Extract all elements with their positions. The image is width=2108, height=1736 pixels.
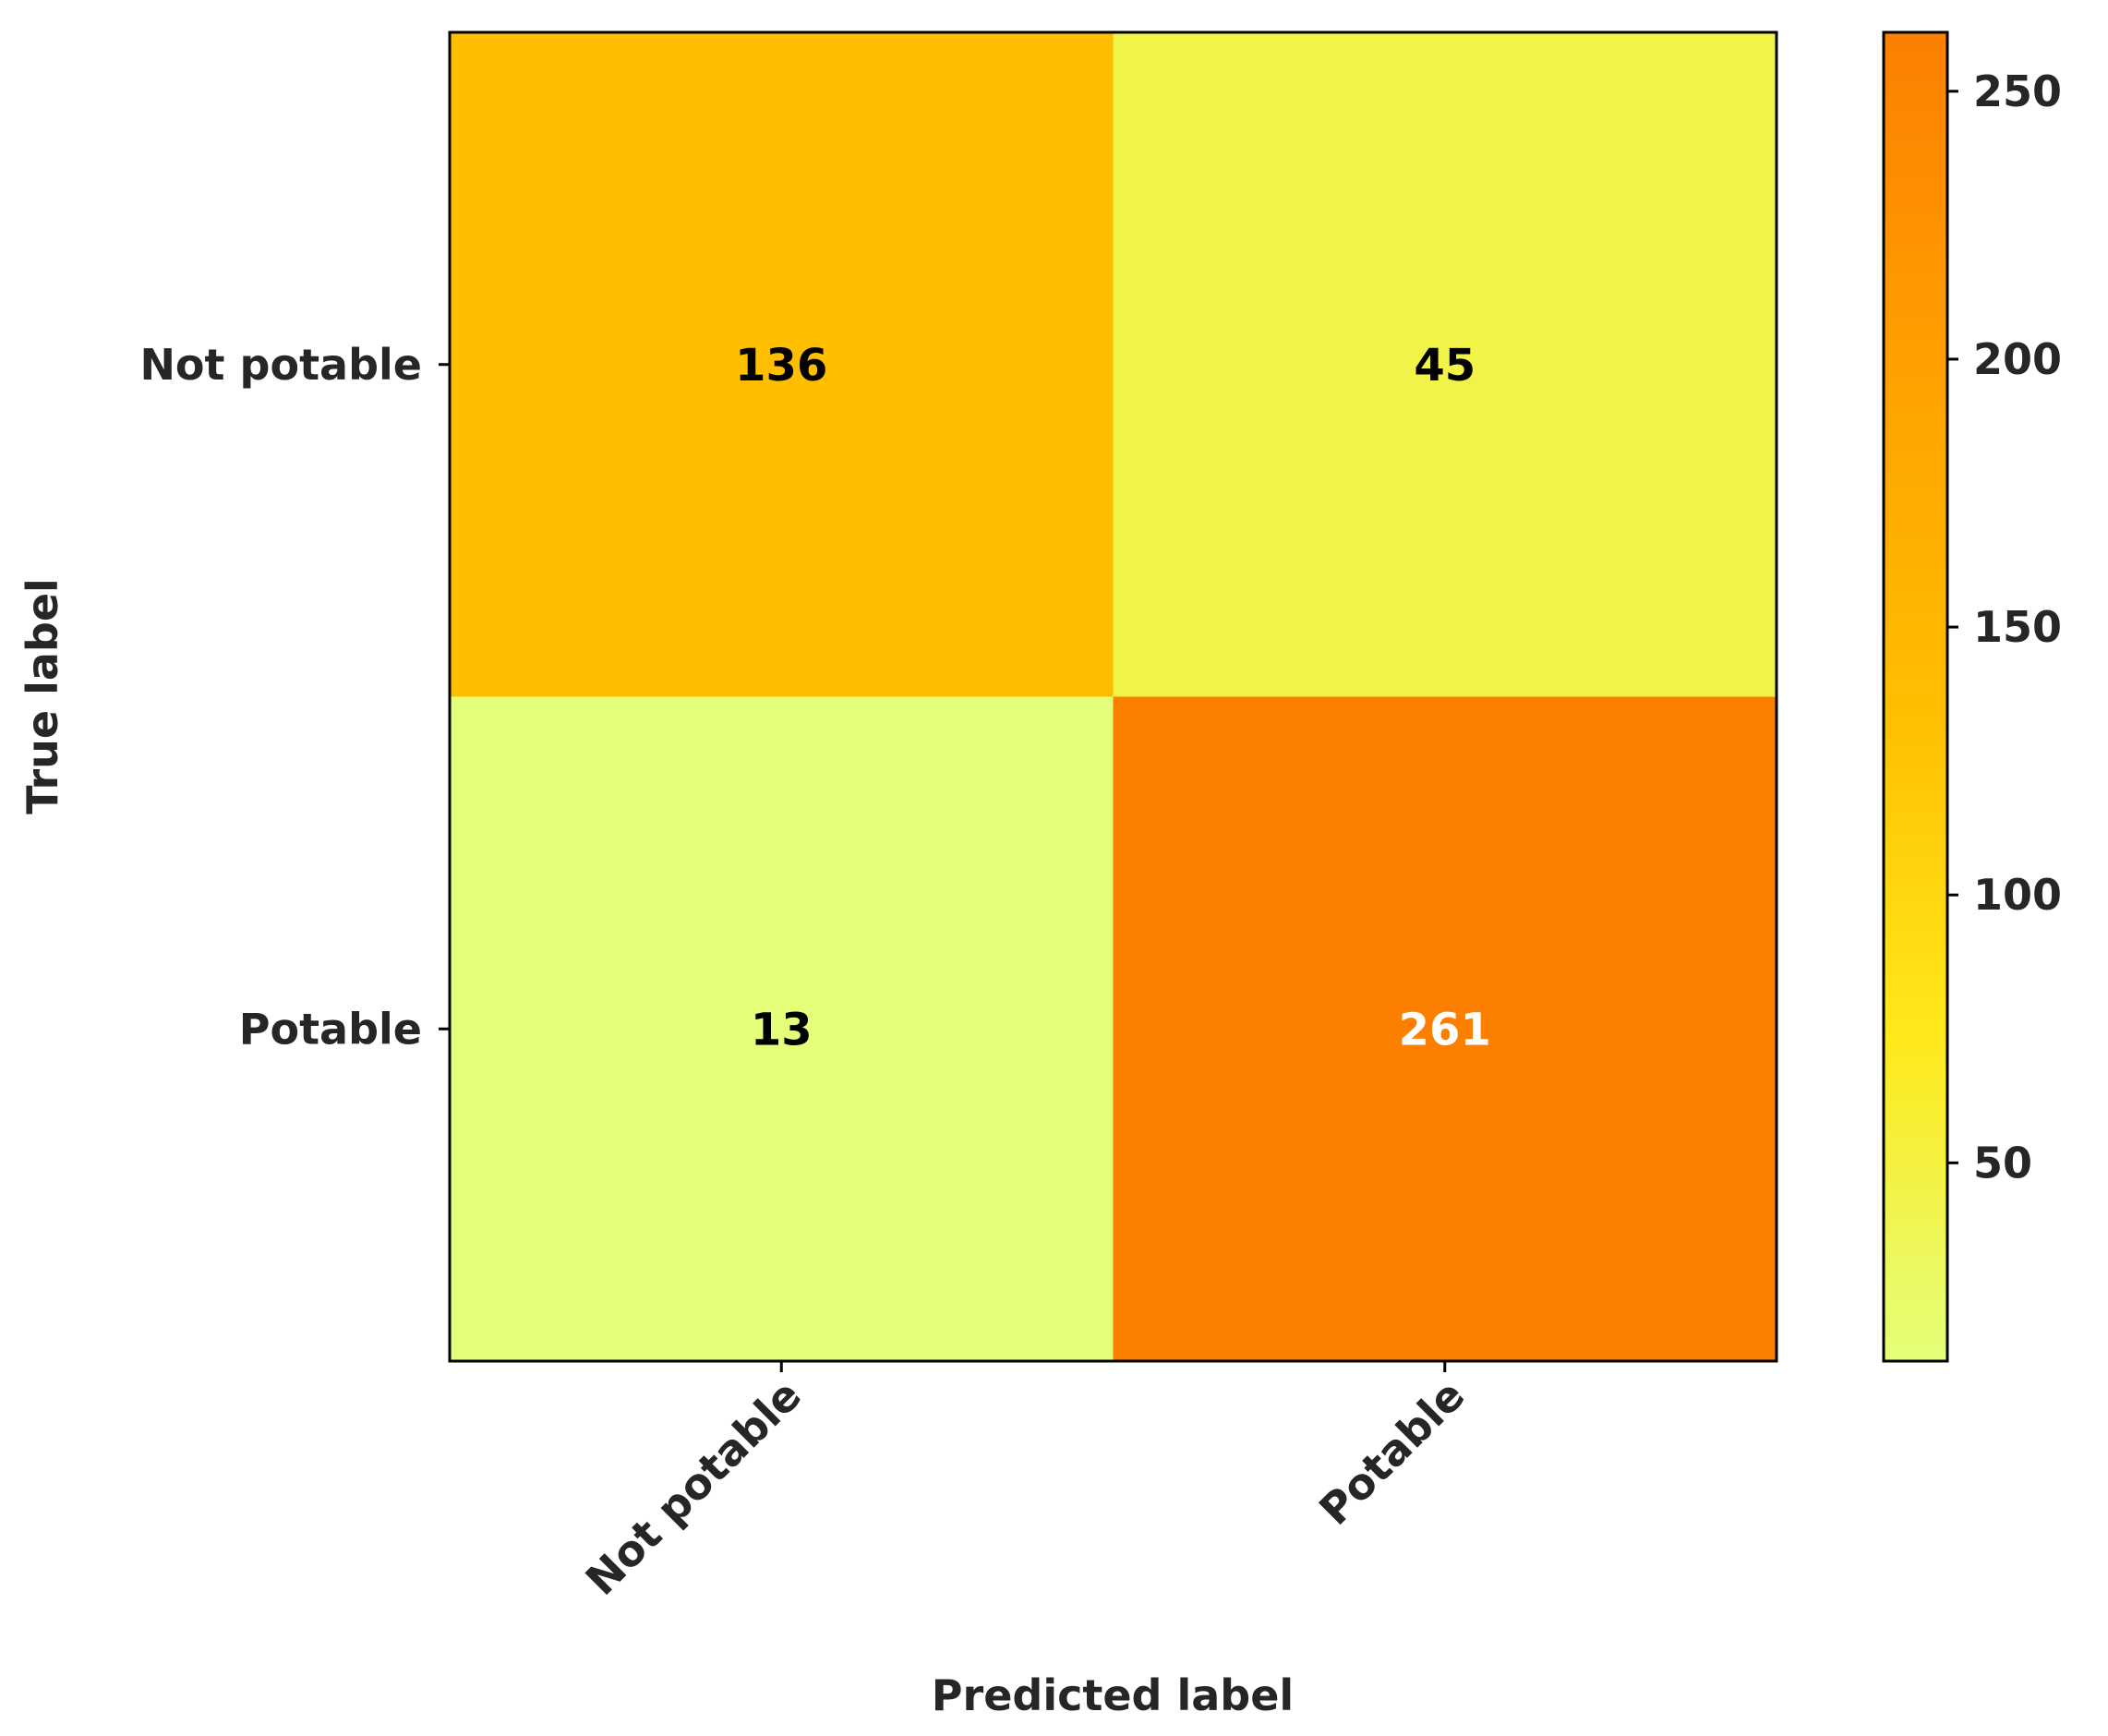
x-axis-label: Predicted label bbox=[932, 1670, 1294, 1720]
heatmap-cell-r0-c0 bbox=[450, 32, 1114, 697]
heatmap-cell-r0-c1 bbox=[1113, 32, 1777, 697]
cell-value-label-r0-c1: 45 bbox=[1414, 340, 1476, 392]
heatmap-cell-r1-c1 bbox=[1113, 696, 1777, 1362]
colorbar-tick-label-4: 250 bbox=[1973, 66, 2062, 116]
plot-frame bbox=[448, 30, 1778, 1363]
colorbar: 50 100 150 200 250 bbox=[1882, 30, 2062, 1363]
cell-value-label-r1-c1: 261 bbox=[1399, 1004, 1491, 1055]
y-tick-label-1: Potable bbox=[239, 1004, 422, 1054]
x-axis-ticks: Not potable Potable bbox=[576, 1361, 1475, 1605]
colorbar-frame bbox=[1882, 30, 1949, 1363]
x-tick-label-1: Potable bbox=[1309, 1370, 1474, 1535]
heatmap-cells bbox=[450, 32, 1777, 1362]
y-axis-ticks: Not potable Potable bbox=[139, 340, 450, 1054]
colorbar-gradient bbox=[1884, 32, 1947, 1361]
colorbar-tick-label-2: 150 bbox=[1973, 602, 2062, 652]
heatmap-cell-labels: 136 45 13 261 bbox=[735, 340, 1491, 1056]
cell-value-label-r0-c0: 136 bbox=[735, 340, 827, 392]
colorbar-tick-label-1: 100 bbox=[1973, 870, 2062, 920]
heatmap-cell-r1-c0 bbox=[450, 696, 1114, 1362]
colorbar-tick-label-0: 50 bbox=[1973, 1138, 2032, 1187]
y-axis-label: True label bbox=[18, 578, 67, 814]
cell-value-label-r1-c0: 13 bbox=[751, 1004, 813, 1055]
colorbar-ticks: 50 100 150 200 250 bbox=[1947, 66, 2062, 1187]
colorbar-tick-label-3: 200 bbox=[1973, 334, 2062, 384]
x-tick-label-0: Not potable bbox=[576, 1370, 811, 1605]
y-tick-label-0: Not potable bbox=[139, 340, 422, 390]
